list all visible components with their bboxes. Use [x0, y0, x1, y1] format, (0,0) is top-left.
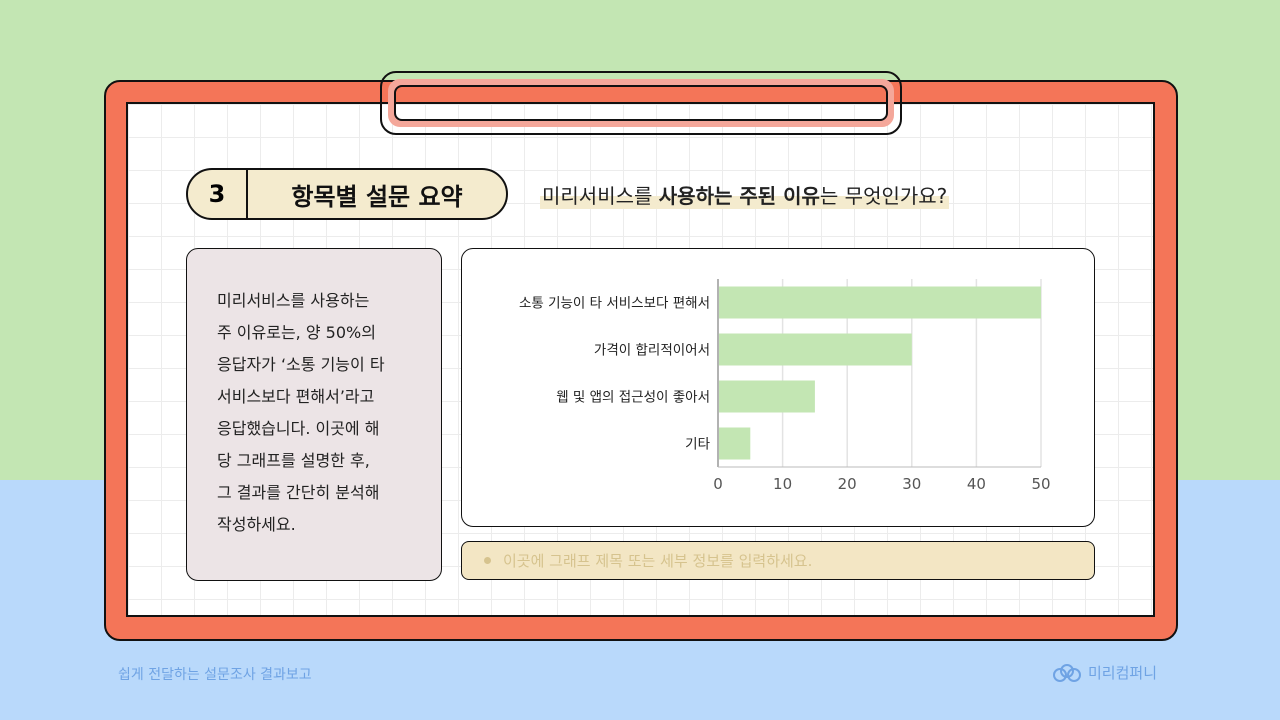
bar [719, 380, 815, 413]
bar [719, 286, 1041, 319]
footer-title: 쉽게 전달하는 설문조사 결과보고 [118, 667, 312, 683]
caption-text: 이곳에 그래프 제목 또는 세부 정보를 입력하세요. [503, 552, 813, 570]
x-tick-label: 40 [967, 475, 986, 493]
x-tick-label: 20 [838, 475, 857, 493]
x-tick-label: 10 [773, 475, 792, 493]
bar [719, 333, 912, 366]
question-pre: 미리서비스를 [542, 184, 659, 208]
brand-name: 미리컴퍼니 [1088, 664, 1158, 682]
question-bold: 사용하는 주된 이유 [658, 184, 820, 208]
y-category-label: 기타 [685, 437, 710, 453]
section-number: 3 [188, 170, 248, 218]
clip-icon [380, 71, 902, 135]
y-category-label: 소통 기능이 타 서비스보다 편해서 [519, 296, 710, 312]
section-badge: 3 항목별 설문 요약 [186, 168, 508, 220]
bar [719, 427, 751, 460]
question-heading: 미리서비스를 사용하는 주된 이유는 무엇인가요? [540, 180, 950, 209]
question-post: 는 무엇인가요? [819, 184, 948, 208]
section-title: 항목별 설문 요약 [291, 182, 463, 211]
x-tick-label: 30 [902, 475, 921, 493]
x-tick-label: 0 [713, 475, 723, 493]
bullet-icon [484, 557, 491, 564]
brand-logo: 미리컴퍼니 [1052, 662, 1157, 683]
y-category-label: 웹 및 앱의 접근성이 좋아서 [556, 390, 710, 406]
x-tick-label: 50 [1031, 475, 1050, 493]
chart-caption[interactable]: 이곳에 그래프 제목 또는 세부 정보를 입력하세요. [461, 541, 1095, 580]
y-category-label: 가격이 합리적이어서 [594, 343, 710, 359]
summary-text: 미리서비스를 사용하는 주 이유로는, 양 50%의 응답자가 ‘소통 기능이 … [186, 248, 442, 581]
cloud-logo-icon [1053, 663, 1081, 682]
